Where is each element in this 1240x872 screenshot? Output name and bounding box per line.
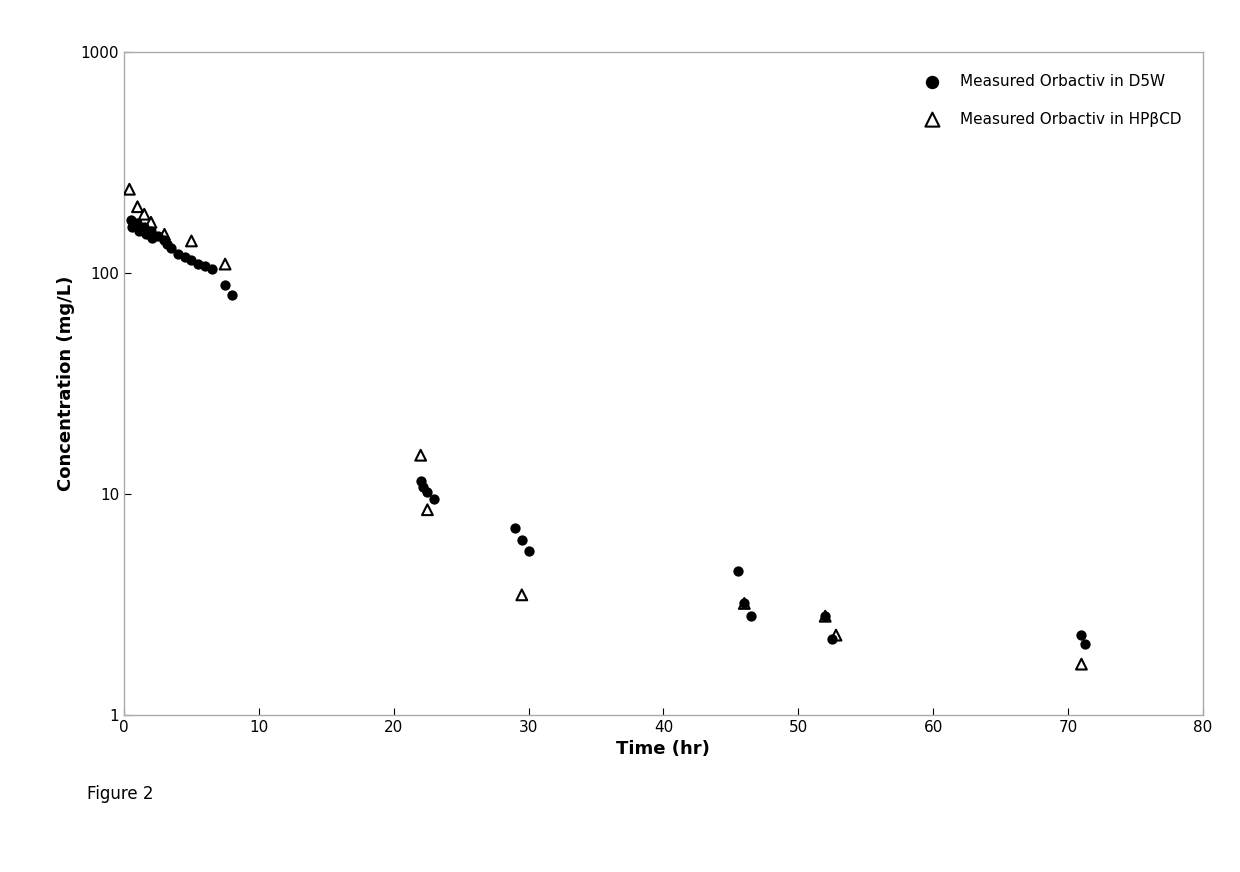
- Measured Orbactiv in D5W: [134, 220, 154, 234]
- Legend: Measured Orbactiv in D5W, Measured Orbactiv in HPβCD: Measured Orbactiv in D5W, Measured Orbac…: [911, 68, 1188, 133]
- Measured Orbactiv in D5W: [155, 233, 175, 247]
- Measured Orbactiv in D5W: [148, 228, 167, 242]
- Measured Orbactiv in HPβCD: [128, 200, 148, 214]
- Measured Orbactiv in D5W: [216, 278, 236, 292]
- Measured Orbactiv in D5W: [167, 247, 188, 261]
- Measured Orbactiv in D5W: [143, 230, 162, 244]
- Measured Orbactiv in D5W: [141, 224, 161, 238]
- Measured Orbactiv in HPβCD: [418, 503, 438, 517]
- Measured Orbactiv in HPβCD: [512, 588, 532, 602]
- Measured Orbactiv in D5W: [175, 250, 195, 264]
- Measured Orbactiv in D5W: [1075, 637, 1095, 651]
- Measured Orbactiv in D5W: [135, 228, 155, 242]
- Measured Orbactiv in HPβCD: [181, 234, 201, 248]
- Measured Orbactiv in HPβCD: [734, 596, 754, 610]
- Measured Orbactiv in D5W: [518, 544, 538, 558]
- Measured Orbactiv in D5W: [1071, 628, 1091, 642]
- Measured Orbactiv in D5W: [157, 237, 177, 251]
- Measured Orbactiv in HPβCD: [816, 610, 836, 623]
- Measured Orbactiv in D5W: [505, 521, 525, 535]
- Measured Orbactiv in D5W: [202, 262, 222, 276]
- Measured Orbactiv in D5W: [195, 259, 215, 273]
- Measured Orbactiv in D5W: [742, 610, 761, 623]
- Measured Orbactiv in HPβCD: [410, 448, 430, 462]
- Measured Orbactiv in HPβCD: [216, 257, 236, 271]
- Measured Orbactiv in HPβCD: [134, 208, 154, 221]
- Measured Orbactiv in D5W: [822, 632, 842, 646]
- Measured Orbactiv in D5W: [188, 257, 208, 271]
- Measured Orbactiv in D5W: [128, 216, 148, 230]
- Measured Orbactiv in D5W: [734, 596, 754, 610]
- Measured Orbactiv in D5W: [512, 533, 532, 547]
- Text: Figure 2: Figure 2: [87, 785, 154, 803]
- Measured Orbactiv in HPβCD: [141, 215, 161, 229]
- Measured Orbactiv in HPβCD: [119, 182, 139, 196]
- Measured Orbactiv in HPβCD: [826, 628, 846, 642]
- Measured Orbactiv in D5W: [816, 610, 836, 623]
- Measured Orbactiv in D5W: [418, 485, 438, 499]
- X-axis label: Time (hr): Time (hr): [616, 740, 711, 759]
- Measured Orbactiv in D5W: [181, 253, 201, 267]
- Measured Orbactiv in D5W: [161, 241, 181, 255]
- Y-axis label: Concentration (mg/L): Concentration (mg/L): [57, 276, 76, 491]
- Measured Orbactiv in D5W: [120, 213, 140, 227]
- Measured Orbactiv in HPβCD: [1071, 657, 1091, 671]
- Measured Orbactiv in D5W: [123, 220, 143, 234]
- Measured Orbactiv in D5W: [410, 473, 430, 487]
- Measured Orbactiv in D5W: [728, 564, 748, 578]
- Measured Orbactiv in D5W: [424, 492, 444, 506]
- Measured Orbactiv in D5W: [129, 224, 149, 238]
- Measured Orbactiv in HPβCD: [155, 228, 175, 242]
- Measured Orbactiv in D5W: [413, 480, 433, 494]
- Measured Orbactiv in D5W: [222, 288, 242, 302]
